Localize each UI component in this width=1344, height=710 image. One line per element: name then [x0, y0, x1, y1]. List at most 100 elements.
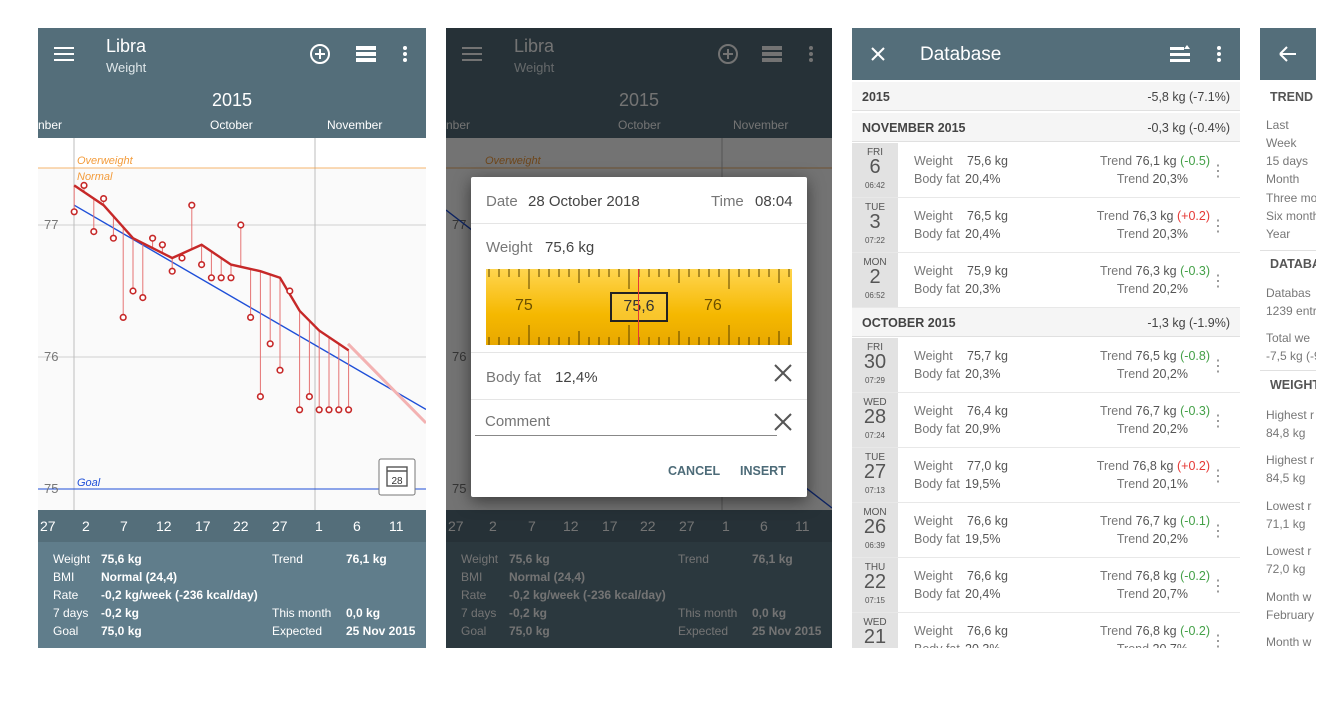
- stat-7days: -0,2 kg: [101, 606, 140, 620]
- weight-value: 75,7 kg: [967, 349, 1009, 363]
- entry-menu-icon[interactable]: ⋮: [1210, 578, 1226, 595]
- group-label: NOVEMBER 2015: [862, 121, 966, 135]
- entry-row[interactable]: TUE 3 07:22 Weight 76,5 kg Body fat 20,4…: [852, 198, 1240, 253]
- entry-row[interactable]: FRI 6 06:42 Weight 75,6 kg Body fat 20,4…: [852, 143, 1240, 198]
- entry-menu-icon[interactable]: ⋮: [1210, 163, 1226, 180]
- weight-chart[interactable]: Overweight Normal Goal 77 76 75 28: [38, 138, 426, 510]
- trend-delta: (-0.2): [1180, 624, 1210, 638]
- weight-value: 75,6 kg: [967, 154, 1009, 168]
- entry-time: 07:15: [864, 596, 886, 605]
- stat-item: Last: [1266, 118, 1289, 132]
- entry-row[interactable]: THU 22 07:15 Weight 76,6 kg Body fat 20,…: [852, 558, 1240, 613]
- weight-label: Weight: [914, 154, 953, 168]
- entry-menu-icon[interactable]: ⋮: [1210, 468, 1226, 485]
- entry-date: WED 28 07:24: [852, 393, 898, 447]
- trend-delta: (-0.5): [1180, 154, 1210, 168]
- add-icon[interactable]: [308, 42, 332, 66]
- day-tick: 7: [120, 518, 128, 534]
- group-delta: -5,8 kg (-7.1%): [1147, 90, 1230, 104]
- back-arrow-icon[interactable]: [1276, 42, 1300, 66]
- stat-item: Six month: [1266, 209, 1316, 223]
- trend-fat-cell: Trend 20,7%: [1117, 587, 1188, 601]
- trend-fat-value: 20,7%: [1153, 642, 1188, 648]
- libra-chart-screen: Libra Weight 2015 nber October November …: [38, 28, 426, 648]
- day-tick: 12: [156, 518, 172, 534]
- clear-bodyfat-icon[interactable]: [773, 363, 793, 388]
- entry-menu-icon[interactable]: ⋮: [1210, 358, 1226, 375]
- bodyfat-value: 19,5%: [965, 477, 1001, 491]
- y-tick-label: 77: [44, 217, 58, 232]
- measurement-point: [247, 313, 255, 321]
- entry-row[interactable]: FRI 30 07:29 Weight 75,7 kg Body fat 20,…: [852, 338, 1240, 393]
- stat-label: Rate: [53, 588, 79, 602]
- stat-item: Lowest r: [1266, 544, 1312, 558]
- bodyfat-label: Body fat: [486, 369, 542, 386]
- close-icon[interactable]: [866, 42, 890, 66]
- trend-fat-cell: Trend 20,2%: [1117, 282, 1188, 296]
- trend-label: Trend: [1099, 154, 1133, 168]
- entry-weekday: TUE: [865, 452, 885, 463]
- stat-item: 71,1 kg: [1266, 517, 1306, 531]
- import-export-icon[interactable]: [1168, 42, 1192, 66]
- trend-fat-value: 20,3%: [1152, 172, 1188, 186]
- menu-icon[interactable]: [52, 42, 76, 66]
- trend-fat-cell: Trend 20,3%: [1117, 227, 1188, 241]
- entry-row[interactable]: TUE 27 07:13 Weight 77,0 kg Body fat 19,…: [852, 448, 1240, 503]
- weight-value: 76,6 kg: [967, 624, 1009, 638]
- entry-menu-icon[interactable]: ⋮: [1210, 218, 1226, 235]
- stat-item: February 2: [1266, 608, 1316, 622]
- overflow-menu-icon[interactable]: [1207, 42, 1231, 66]
- insert-button[interactable]: INSERT: [740, 464, 786, 478]
- entry-day: 21: [863, 626, 887, 648]
- trend-value: 76,7 kg: [1135, 404, 1177, 418]
- entry-row[interactable]: MON 26 06:39 Weight 76,6 kg Body fat 19,…: [852, 503, 1240, 558]
- trend-delta: (-0.1): [1180, 514, 1210, 528]
- entry-row[interactable]: WED 21 Weight 76,6 kg Body fat 20,3% Tre…: [852, 613, 1240, 648]
- time-value[interactable]: 08:04: [755, 193, 793, 210]
- cancel-button[interactable]: CANCEL: [668, 464, 721, 478]
- section-header: TREND A: [1270, 90, 1316, 104]
- trend-label: Trend: [1099, 264, 1133, 278]
- comment-input[interactable]: [475, 407, 777, 436]
- day-tick: 17: [195, 518, 211, 534]
- goal-label: Goal: [77, 477, 101, 489]
- trend-label: Trend: [1099, 349, 1133, 363]
- entry-menu-icon[interactable]: ⋮: [1210, 633, 1226, 648]
- entry-row[interactable]: WED 28 07:24 Weight 76,4 kg Body fat 20,…: [852, 393, 1240, 448]
- time-label: Time: [711, 193, 744, 210]
- trend-cell: Trend 76,1 kg (-0.5): [1100, 154, 1210, 168]
- clear-comment-icon[interactable]: [773, 412, 793, 437]
- trend-cell: Trend 76,7 kg (-0.3): [1100, 404, 1210, 418]
- database-icon[interactable]: [354, 42, 378, 66]
- stat-item: 84,8 kg: [1266, 426, 1306, 440]
- entry-menu-icon[interactable]: ⋮: [1210, 413, 1226, 430]
- trend-delta: (+0.2): [1176, 209, 1210, 223]
- trend-label: Trend: [1099, 624, 1133, 638]
- stat-item: -7,5 kg (-9: [1266, 349, 1316, 363]
- entry-menu-icon[interactable]: ⋮: [1210, 273, 1226, 290]
- weight-ruler-slider[interactable]: 75 76 75,6: [486, 269, 792, 345]
- entry-row[interactable]: MON 2 06:52 Weight 75,9 kg Body fat 20,3…: [852, 253, 1240, 308]
- entry-menu-icon[interactable]: ⋮: [1210, 523, 1226, 540]
- entry-date: THU 22 07:15: [852, 558, 898, 612]
- year-bar: 2015 nber October November: [38, 80, 426, 138]
- calendar-icon[interactable]: 28: [378, 458, 416, 496]
- trend-label: Trend: [1099, 569, 1133, 583]
- trend-label: Trend: [1116, 532, 1150, 546]
- weight-value: 76,6 kg: [967, 514, 1009, 528]
- overflow-menu-icon[interactable]: [393, 42, 417, 66]
- measurement-point: [129, 287, 137, 295]
- stat-label: Trend: [272, 552, 303, 566]
- date-value[interactable]: 28 October 2018: [528, 193, 640, 210]
- entry-weekday: WED: [863, 617, 887, 628]
- bodyfat-row[interactable]: Body fat 12,4%: [471, 352, 807, 400]
- screen-title: Database: [920, 44, 1002, 65]
- trend-fat-value: 20,3%: [1152, 227, 1188, 241]
- bodyfat-label: Body fat: [914, 587, 960, 601]
- stat-expected: 25 Nov 2015: [346, 624, 416, 638]
- trend-value: 76,7 kg: [1135, 514, 1177, 528]
- day-axis: 27 2 7 12 17 22 27 1 6 11: [38, 510, 426, 542]
- measurement-point: [80, 181, 88, 190]
- trend-label: Trend: [1116, 587, 1150, 601]
- entry-date: FRI 6 06:42: [852, 143, 898, 197]
